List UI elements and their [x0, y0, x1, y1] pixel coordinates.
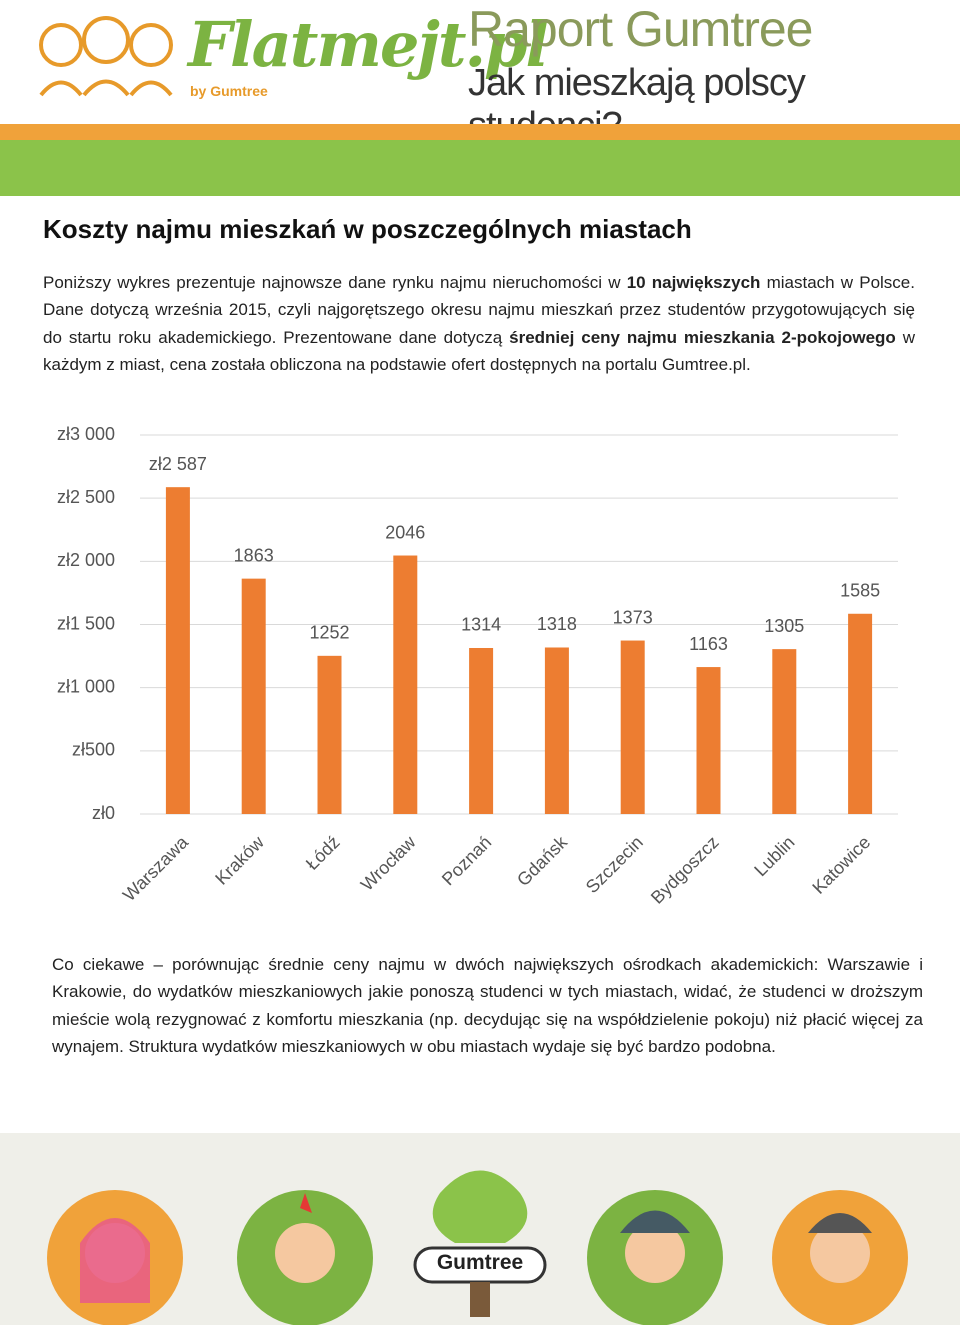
bar [696, 667, 721, 814]
band [0, 124, 960, 140]
bold-text: średniej ceny najmu mieszkania 2-pokojow… [509, 327, 896, 347]
value-label: 1863 [234, 545, 274, 565]
report-title: Raport Gumtree [468, 1, 813, 57]
x-tick-label: Lublin [750, 832, 798, 880]
text: Poniższy wykres prezentuje najnowsze dan… [43, 273, 627, 292]
x-tick-label: Łódź [302, 832, 344, 874]
x-tick-label: Gdańsk [513, 831, 572, 890]
value-label: 1318 [537, 614, 577, 634]
value-label: 2046 [385, 522, 425, 542]
y-tick-label: zł1 000 [57, 676, 115, 696]
chart: zł0 zł500 zł1 000 zł1 500 zł2 000 zł2 500 zł3 … [57, 424, 898, 908]
y-tick-label: zł2 500 [57, 487, 115, 507]
x-tick-label: Szczecin [582, 832, 647, 897]
footer: Gumtree [0, 1133, 960, 1326]
y-tick-label: zł3 000 [57, 424, 115, 444]
bold-text: 10 największych [626, 273, 761, 292]
x-tick-label: Wrocław [357, 831, 420, 894]
value-label: 1305 [764, 616, 804, 636]
bar [620, 640, 645, 814]
x-tick-label: Bydgoszcz [647, 832, 723, 908]
bar [317, 655, 342, 814]
y-tick-label: zł2 000 [57, 550, 115, 570]
value-label: 1585 [840, 581, 880, 601]
x-tick-label: Katowice [808, 832, 874, 898]
value-label: zł2 587 [149, 454, 207, 474]
y-tick-label: zł1 500 [57, 613, 115, 633]
avatars [47, 1170, 908, 1326]
value-label: 1373 [613, 607, 653, 627]
x-tick-label: Kraków [211, 831, 268, 888]
conclusion: Co ciekawe – porównując średnie ceny naj… [52, 955, 923, 1056]
section-title: Koszty najmu mieszkań w poszczególnych m… [43, 214, 692, 244]
bar [165, 487, 190, 814]
value-label: 1163 [689, 634, 728, 654]
brand: Flatmejt.pl [188, 8, 549, 81]
value-label: 1252 [309, 623, 349, 643]
logo-text: Gumtree [436, 1251, 524, 1274]
x-tick-label: Warszawa [119, 831, 193, 905]
intro: Poniższy wykres prezentuje najnowsze dan… [43, 269, 915, 378]
bar [393, 555, 418, 814]
brand-by: by Gumtree [190, 83, 268, 99]
band [0, 140, 960, 196]
text: miastach w Polsce. Dane dotyczą września… [43, 273, 915, 347]
bar [544, 647, 569, 814]
y-tick-label: zł0 [92, 803, 115, 823]
value-label: 1314 [461, 615, 501, 635]
bar [848, 613, 873, 814]
text: w każdym z miast, cena została obliczona… [43, 327, 915, 374]
bar [772, 649, 797, 814]
bar [469, 647, 494, 814]
y-tick-label: zł500 [72, 740, 115, 760]
bar [241, 578, 266, 814]
x-tick-label: Poznań [438, 832, 495, 889]
logo-faces [39, 16, 173, 97]
